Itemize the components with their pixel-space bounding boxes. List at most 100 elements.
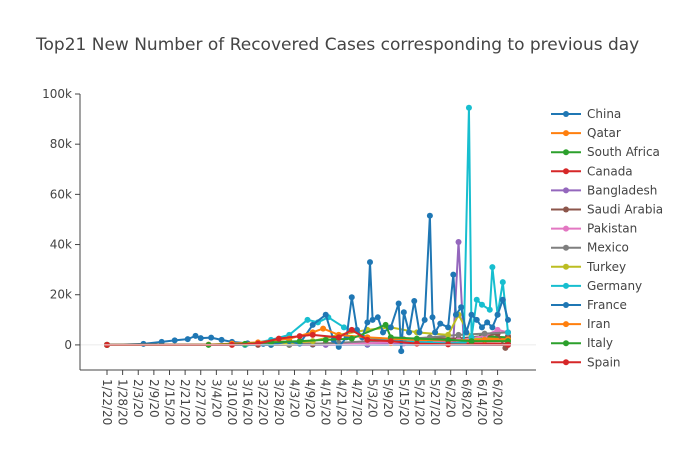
x-tick-label: 4/21/20 bbox=[334, 379, 348, 425]
data-point bbox=[192, 332, 199, 339]
data-point bbox=[494, 311, 501, 318]
x-tick-label: 2/15/20 bbox=[162, 379, 176, 425]
data-point bbox=[432, 329, 439, 336]
x-tick-label: 3/16/20 bbox=[241, 379, 255, 425]
y-tick-label: 100k bbox=[42, 87, 72, 101]
legend-item[interactable]: China bbox=[551, 107, 621, 121]
data-point bbox=[450, 271, 457, 278]
legend-item[interactable]: South Africa bbox=[551, 145, 660, 159]
data-point bbox=[364, 336, 371, 343]
legend-item[interactable]: Spain bbox=[551, 355, 621, 369]
data-point bbox=[505, 329, 511, 336]
data-point bbox=[486, 306, 493, 313]
data-point bbox=[208, 334, 215, 341]
y-tick-label: 40k bbox=[50, 238, 72, 252]
legend-label: Mexico bbox=[587, 241, 629, 255]
legend-marker bbox=[563, 282, 569, 289]
data-point bbox=[445, 331, 452, 338]
data-point bbox=[398, 348, 405, 355]
data-point bbox=[387, 324, 394, 331]
data-point bbox=[348, 294, 355, 301]
axes-layer bbox=[79, 94, 536, 371]
legend-item[interactable]: Saudi Arabia bbox=[551, 203, 663, 217]
legend-label: Spain bbox=[587, 355, 621, 369]
data-point bbox=[445, 336, 452, 343]
y-tick-label: 80k bbox=[50, 137, 72, 151]
legend-item[interactable]: Pakistan bbox=[551, 222, 637, 236]
legend-marker bbox=[563, 321, 569, 328]
y-tick-label: 60k bbox=[50, 187, 72, 201]
legend-label: France bbox=[587, 298, 627, 312]
x-tick-label: 6/14/20 bbox=[475, 379, 489, 425]
data-point bbox=[452, 311, 459, 318]
data-point bbox=[320, 325, 327, 332]
data-point bbox=[473, 296, 480, 303]
y-tick-label: 0 bbox=[64, 338, 72, 352]
x-tick-label: 1/22/20 bbox=[100, 379, 114, 425]
data-point bbox=[426, 212, 433, 219]
data-point bbox=[489, 264, 496, 271]
x-tick-labels: 1/22/20 1/28/20 2/3/20 2/9/20 2/15/20 2/21/20… bbox=[100, 370, 505, 425]
legend-marker bbox=[563, 111, 569, 117]
legend-item[interactable]: France bbox=[551, 298, 627, 312]
x-tick-label: 3/10/20 bbox=[225, 379, 239, 425]
x-tick-label: 3/28/20 bbox=[272, 379, 286, 425]
y-tick-labels: 0 20k 40k 60k 80k 100k bbox=[42, 87, 80, 352]
y-tick-label: 20k bbox=[50, 288, 72, 302]
data-point bbox=[463, 329, 470, 336]
data-point bbox=[322, 336, 329, 343]
data-point bbox=[374, 314, 381, 321]
data-point bbox=[184, 336, 191, 343]
series-layer bbox=[104, 104, 511, 355]
data-point bbox=[296, 333, 303, 340]
legend-item[interactable]: Mexico bbox=[551, 241, 629, 255]
legend-item[interactable]: Qatar bbox=[551, 126, 621, 140]
data-point bbox=[348, 335, 355, 342]
data-point bbox=[348, 326, 355, 333]
series-line bbox=[107, 214, 509, 353]
legend-marker bbox=[563, 168, 569, 175]
data-point bbox=[499, 279, 506, 286]
legend-marker bbox=[563, 263, 569, 270]
x-tick-label: 1/28/20 bbox=[116, 379, 130, 425]
legend-marker bbox=[563, 244, 569, 251]
legend-item[interactable]: Iran bbox=[551, 317, 610, 331]
legend: China Qatar South Africa Canada Bangladesh Sa… bbox=[551, 107, 663, 369]
data-point bbox=[468, 311, 475, 318]
x-tick-label: 4/9/20 bbox=[303, 379, 317, 418]
data-point bbox=[335, 343, 342, 350]
x-tick-label: 2/27/20 bbox=[194, 379, 208, 425]
data-point bbox=[445, 341, 452, 348]
data-point bbox=[484, 319, 491, 326]
legend-label: Bangladesh bbox=[587, 183, 657, 197]
legend-item[interactable]: Bangladesh bbox=[551, 183, 657, 197]
data-point bbox=[296, 338, 303, 345]
data-point bbox=[255, 340, 262, 347]
data-point bbox=[366, 259, 373, 266]
legend-item[interactable]: Canada bbox=[551, 164, 633, 178]
legend-label: Germany bbox=[587, 279, 642, 293]
data-point bbox=[468, 338, 475, 345]
legend-marker bbox=[563, 187, 569, 194]
data-point bbox=[429, 314, 436, 321]
series-france bbox=[104, 212, 511, 355]
data-point bbox=[437, 320, 444, 327]
data-point bbox=[322, 311, 329, 318]
x-tick-label: 5/15/20 bbox=[397, 379, 411, 425]
x-tick-label: 6/20/20 bbox=[491, 379, 505, 425]
legend-marker bbox=[563, 302, 569, 308]
legend-item[interactable]: Germany bbox=[551, 279, 642, 293]
legend-label: South Africa bbox=[587, 145, 660, 159]
legend-label: Canada bbox=[587, 164, 633, 178]
legend-label: Italy bbox=[587, 336, 613, 350]
legend-item[interactable]: Turkey bbox=[551, 260, 626, 274]
data-point bbox=[387, 338, 394, 345]
data-point bbox=[455, 239, 462, 246]
x-tick-label: 4/27/20 bbox=[350, 379, 364, 425]
legend-item[interactable]: Italy bbox=[551, 336, 613, 350]
x-tick-label: 2/9/20 bbox=[147, 379, 161, 418]
data-point bbox=[197, 335, 204, 342]
data-point bbox=[395, 300, 402, 307]
data-point bbox=[481, 330, 488, 337]
